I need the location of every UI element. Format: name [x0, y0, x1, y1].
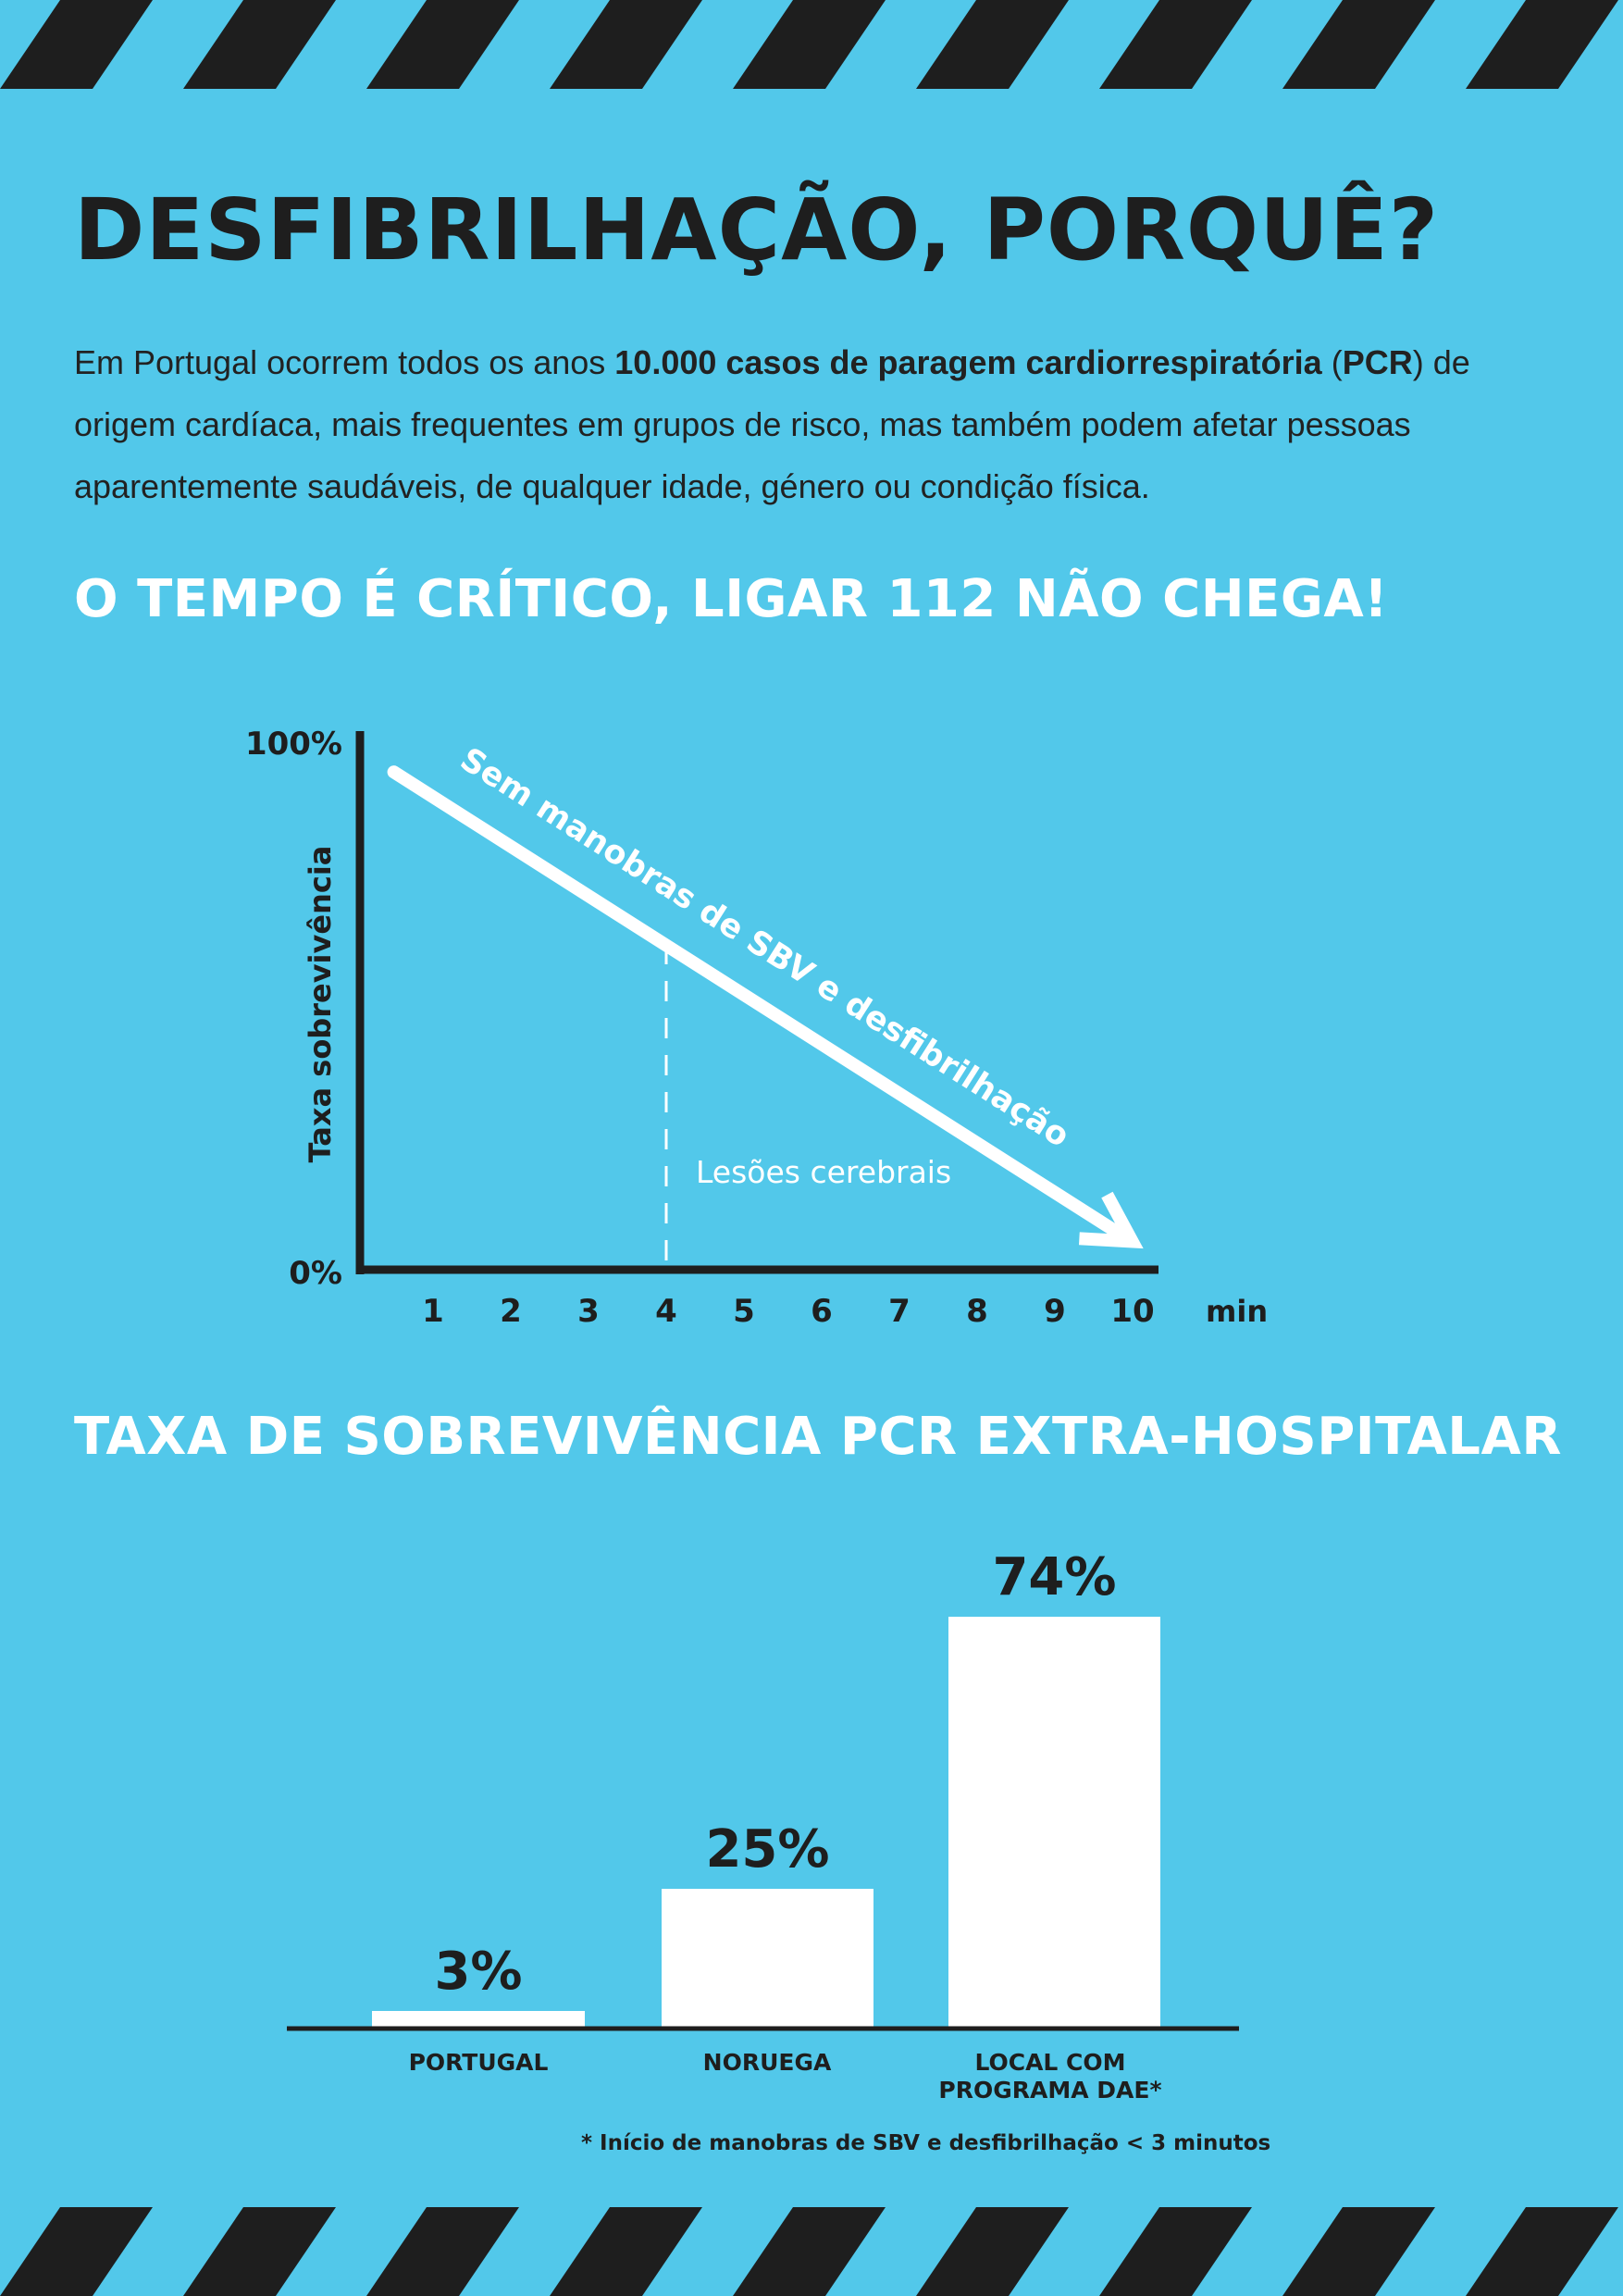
hazard-stripe	[550, 0, 702, 89]
intro-pcr: PCR	[1342, 343, 1413, 381]
bar-value-label: 3%	[434, 1942, 522, 2002]
hazard-stripe	[550, 2207, 702, 2296]
y-tick-label-0: 0%	[289, 1255, 342, 1292]
bar-value-label: 74%	[992, 1547, 1116, 1607]
stripe-pattern	[0, 0, 1618, 89]
x-axis-unit-label: min	[1206, 1294, 1268, 1329]
hazard-stripe	[183, 0, 336, 89]
x-tick-label: 8	[966, 1293, 988, 1330]
x-tick-label: 7	[888, 1293, 911, 1330]
hazard-stripe	[1282, 2207, 1435, 2296]
hazard-stripe	[916, 2207, 1069, 2296]
x-tick-label: 2	[500, 1293, 522, 1330]
x-tick-label: 4	[655, 1293, 677, 1330]
decline-line	[387, 765, 1130, 1243]
x-tick-label: 6	[811, 1293, 833, 1330]
survival-rate-bar-chart: 3% 25% 74% PORTUGAL NORUEGA LOCAL COM PROGRAMA…	[287, 1547, 1239, 2104]
section-title-survival: TAXA DE SOBREVIVÊNCIA PCR EXTRA-HOSPITAL…	[74, 1407, 1562, 1467]
arrowhead	[1078, 1191, 1144, 1249]
hazard-stripe	[1099, 0, 1252, 89]
intro-highlight: 10.000 casos de paragem cardiorrespirató…	[614, 343, 1322, 381]
hazard-stripe	[733, 0, 886, 89]
brain-damage-label: Lesões cerebrais	[696, 1154, 951, 1190]
x-tick-label: 3	[577, 1293, 600, 1330]
bar	[662, 1889, 873, 2028]
stripe-pattern	[0, 2207, 1618, 2296]
hazard-stripe	[733, 2207, 886, 2296]
top-hazard-stripes	[0, 0, 1623, 89]
intro-paragraph: Em Portugal ocorrem todos os anos 10.000…	[74, 331, 1555, 517]
x-tick-label: 5	[733, 1293, 755, 1330]
category-label: LOCAL COM PROGRAMA DAE*	[938, 2049, 1161, 2104]
x-tick-label: 10	[1110, 1293, 1154, 1330]
hazard-stripe	[366, 0, 519, 89]
hazard-stripe	[1466, 0, 1618, 89]
hazard-stripe	[916, 0, 1069, 89]
hazard-stripe	[1099, 2207, 1252, 2296]
y-axis-label: Taxa sobrevivência	[303, 846, 338, 1163]
y-tick-label-100: 100%	[245, 726, 342, 763]
intro-text-3: ) de origem cardíaca, mais frequentes em…	[74, 343, 1470, 505]
bar-value-label: 25%	[705, 1819, 829, 1880]
intro-text-2: (	[1321, 343, 1343, 381]
hazard-stripe	[0, 2207, 153, 2296]
intro-text-1: Em Portugal ocorrem todos os anos	[74, 343, 615, 381]
hazard-stripe	[1282, 0, 1435, 89]
hazard-stripe	[0, 0, 153, 89]
bar	[372, 2011, 585, 2028]
hazard-stripe	[183, 2207, 336, 2296]
page-title: DESFIBRILHAÇÃO, PORQUÊ?	[74, 180, 1440, 279]
bar	[948, 1617, 1160, 2028]
x-tick-label: 1	[422, 1293, 444, 1330]
hazard-stripe	[1466, 2207, 1618, 2296]
category-label: NORUEGA	[703, 2049, 832, 2076]
bottom-hazard-stripes	[0, 2207, 1623, 2296]
category-label: PORTUGAL	[409, 2049, 549, 2076]
section-title-time: O TEMPO É CRÍTICO, LIGAR 112 NÃO CHEGA!	[74, 569, 1389, 629]
x-tick-label: 9	[1044, 1293, 1066, 1330]
hazard-stripe	[366, 2207, 519, 2296]
footnote: * Início de manobras de SBV e desfibrilh…	[581, 2131, 1271, 2155]
